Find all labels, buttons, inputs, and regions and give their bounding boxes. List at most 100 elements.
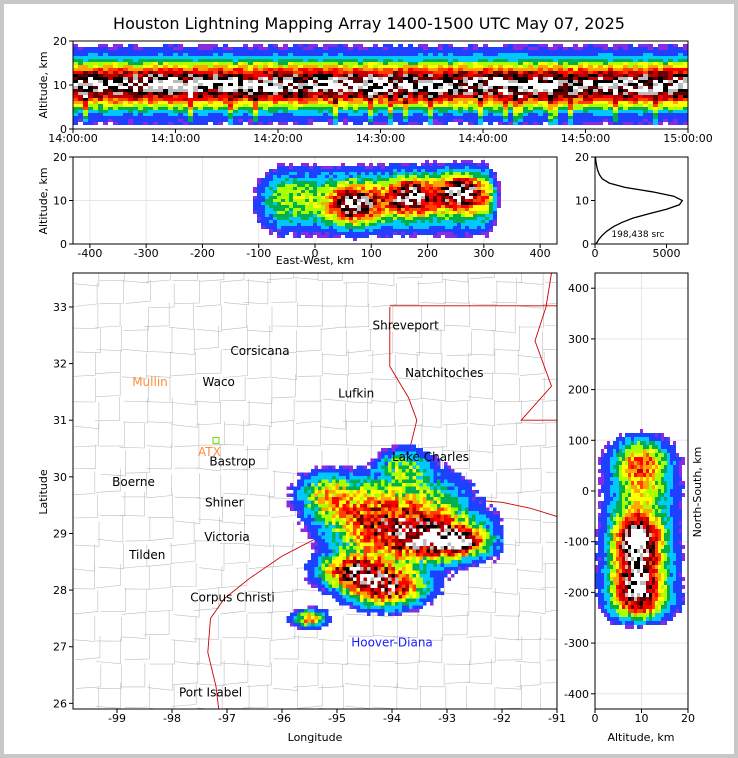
density-cell: [73, 83, 78, 86]
density-cell: [303, 62, 308, 65]
density-cell: [568, 92, 573, 95]
density-cell: [461, 190, 465, 193]
density-cell: [523, 74, 528, 77]
density-cell: [538, 89, 543, 92]
density-cell: [257, 178, 261, 181]
density-cell: [483, 86, 488, 89]
density-cell: [678, 53, 683, 56]
density-cell: [513, 92, 518, 95]
density-cell: [668, 80, 673, 83]
density-cell: [188, 95, 193, 98]
density-cell: [385, 229, 389, 232]
density-cell: [433, 217, 437, 220]
density-cell: [578, 104, 583, 107]
density-cell: [293, 196, 297, 199]
density-cell: [478, 98, 483, 101]
density-cell: [389, 187, 393, 190]
density-cell: [429, 226, 433, 229]
density-cell: [223, 95, 228, 98]
density-cell: [553, 107, 558, 110]
density-cell: [289, 184, 293, 187]
density-cell: [363, 92, 368, 95]
density-cell: [421, 163, 425, 166]
density-cell: [341, 193, 345, 196]
density-cell: [648, 116, 653, 119]
density-cell: [148, 98, 153, 101]
density-cell: [483, 89, 488, 92]
density-cell: [337, 172, 341, 175]
density-cell: [341, 217, 345, 220]
density-cell: [341, 208, 345, 211]
density-cell: [373, 232, 377, 235]
density-cell: [173, 74, 178, 77]
density-cell: [223, 44, 228, 47]
density-cell: [461, 214, 465, 217]
density-cell: [658, 101, 663, 104]
county-border: [219, 273, 245, 283]
density-cell: [373, 205, 377, 208]
density-cell: [293, 122, 298, 125]
county-border: [124, 683, 150, 708]
density-cell: [333, 110, 338, 113]
density-cell: [148, 110, 153, 113]
density-cell: [309, 199, 313, 202]
density-cell: [538, 104, 543, 107]
density-cell: [465, 232, 469, 235]
density-cell: [283, 104, 288, 107]
density-cell: [357, 193, 361, 196]
density-cell: [345, 217, 349, 220]
density-cell: [493, 110, 498, 113]
density-cell: [183, 65, 188, 68]
density-cell: [148, 47, 153, 50]
density-cell: [663, 83, 668, 86]
density-cell: [349, 202, 353, 205]
density-cell: [533, 107, 538, 110]
density-cell: [457, 226, 461, 229]
density-cell: [118, 59, 123, 62]
density-cell: [441, 232, 445, 235]
density-cell: [485, 169, 489, 172]
density-cell: [603, 53, 608, 56]
density-cell: [133, 68, 138, 71]
density-cell: [178, 68, 183, 71]
density-cell: [253, 53, 258, 56]
density-cell: [313, 205, 317, 208]
density-cell: [543, 59, 548, 62]
density-cell: [118, 71, 123, 74]
density-cell: [285, 193, 289, 196]
density-cell: [228, 98, 233, 101]
density-cell: [328, 44, 333, 47]
density-cell: [397, 172, 401, 175]
eastwest-x-tick-label: -100: [246, 247, 271, 260]
density-cell: [408, 77, 413, 80]
density-cell: [353, 223, 357, 226]
density-cell: [113, 68, 118, 71]
density-cell: [393, 205, 397, 208]
density-cell: [313, 223, 317, 226]
density-cell: [281, 169, 285, 172]
density-cell: [358, 80, 363, 83]
density-cell: [441, 190, 445, 193]
density-cell: [533, 68, 538, 71]
density-cell: [668, 119, 673, 122]
county-border: [222, 325, 248, 350]
density-cell: [257, 199, 261, 202]
density-cell: [508, 59, 513, 62]
density-cell: [573, 65, 578, 68]
density-cell: [668, 74, 673, 77]
density-cell: [248, 80, 253, 83]
density-cell: [668, 101, 673, 104]
density-cell: [138, 62, 143, 65]
county-border: [243, 278, 269, 305]
density-cell: [461, 175, 465, 178]
density-cell: [321, 223, 325, 226]
density-cell: [265, 217, 269, 220]
density-cell: [153, 86, 158, 89]
density-cell: [433, 50, 438, 53]
density-cell: [138, 107, 143, 110]
density-cell: [385, 223, 389, 226]
density-cell: [498, 65, 503, 68]
density-cell: [385, 172, 389, 175]
county-border: [125, 517, 151, 542]
density-cell: [328, 47, 333, 50]
